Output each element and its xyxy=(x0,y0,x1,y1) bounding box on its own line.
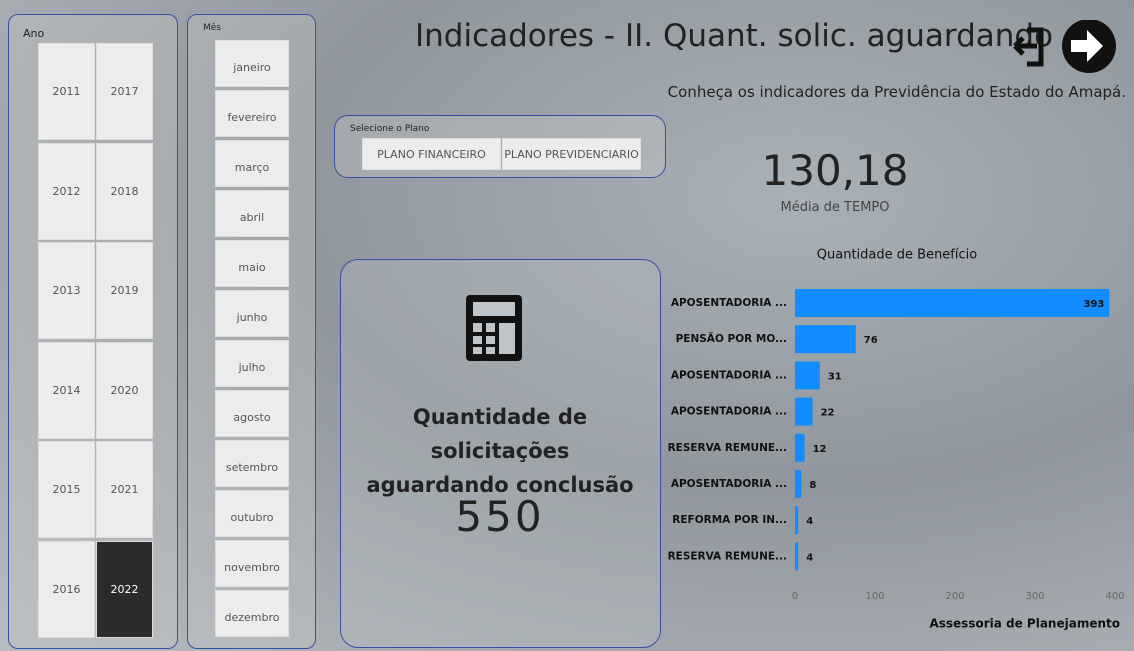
value-label: 12 xyxy=(813,444,827,455)
slicer-label: Ano xyxy=(23,27,44,40)
bar xyxy=(795,470,801,498)
value-label: 8 xyxy=(809,480,816,491)
x-tick-label: 400 xyxy=(1105,591,1124,602)
kpi-card: Quantidade de solicitações aguardando co… xyxy=(340,259,661,648)
category-label: RESERVA REMUNE... xyxy=(668,442,787,454)
category-label: APOSENTADORIA ... xyxy=(671,297,787,309)
category-label: APOSENTADORIA ... xyxy=(671,406,787,418)
year-button[interactable]: 2021 xyxy=(96,441,153,538)
month-button[interactable]: julho xyxy=(215,340,289,387)
kpi-value: 130,18 xyxy=(735,146,935,195)
month-button[interactable]: novembro xyxy=(215,540,289,587)
x-tick-label: 100 xyxy=(865,591,884,602)
kpi-label: Média de TEMPO xyxy=(735,200,935,215)
month-button[interactable]: setembro xyxy=(215,440,289,487)
year-button[interactable]: 2014 xyxy=(38,342,95,439)
category-label: APOSENTADORIA ... xyxy=(671,478,787,490)
category-label: REFORMA POR IN... xyxy=(672,514,787,526)
calculator-icon xyxy=(466,295,522,361)
year-button[interactable]: 2015 xyxy=(38,441,95,538)
year-button[interactable]: 2020 xyxy=(96,342,153,439)
month-button[interactable]: março xyxy=(215,140,289,187)
bar xyxy=(795,434,805,462)
bar xyxy=(795,506,798,534)
value-label: 393 xyxy=(1084,299,1105,310)
year-button[interactable]: 2016 xyxy=(38,541,95,638)
category-label: PENSÃO POR MO... xyxy=(676,332,787,345)
year-button[interactable]: 2012 xyxy=(38,143,95,240)
month-button[interactable]: dezembro xyxy=(215,590,289,637)
slicer-label: Mês xyxy=(203,23,221,33)
bar xyxy=(795,398,813,426)
month-button[interactable]: fevereiro xyxy=(215,90,289,137)
bar xyxy=(795,325,856,353)
month-button[interactable]: maio xyxy=(215,240,289,287)
x-tick-label: 300 xyxy=(1025,591,1044,602)
year-button[interactable]: 2022 xyxy=(96,541,153,638)
x-tick-label: 200 xyxy=(945,591,964,602)
page-title: Indicadores - II. Quant. solic. aguardan… xyxy=(415,18,1053,54)
plan-button[interactable]: PLANO FINANCEIRO xyxy=(362,138,501,170)
category-label: RESERVA REMUNE... xyxy=(668,550,787,562)
value-label: 31 xyxy=(828,371,842,382)
bar xyxy=(795,361,820,389)
year-button[interactable]: 2019 xyxy=(96,242,153,339)
value-label: 4 xyxy=(806,552,813,563)
year-button[interactable]: 2013 xyxy=(38,242,95,339)
kpi-card-label: Quantidade de solicitações xyxy=(341,400,659,468)
dashboard: Ano 201120172012201820132019201420202015… xyxy=(0,0,1134,651)
month-button[interactable]: outubro xyxy=(215,490,289,537)
year-button[interactable]: 2011 xyxy=(38,43,95,140)
slicer-label: Selecione o Plano xyxy=(350,124,429,134)
footer: Assessoria de Planejamento xyxy=(929,617,1120,631)
month-button[interactable]: agosto xyxy=(215,390,289,437)
month-button[interactable]: janeiro xyxy=(215,40,289,87)
kpi-card-value: 550 xyxy=(341,492,659,541)
category-label: APOSENTADORIA ... xyxy=(671,369,787,381)
bar xyxy=(795,289,1109,317)
year-button[interactable]: 2017 xyxy=(96,43,153,140)
value-label: 22 xyxy=(821,408,835,419)
chart-title: Quantidade de Benefício xyxy=(817,248,977,263)
year-button[interactable]: 2018 xyxy=(96,143,153,240)
month-button[interactable]: abril xyxy=(215,190,289,237)
bar xyxy=(795,542,798,570)
bar-chart: Quantidade de Benefício Assessoria de Pl… xyxy=(660,240,1134,640)
value-label: 76 xyxy=(864,335,878,346)
subtitle: Conheça os indicadores da Previdência do… xyxy=(668,83,1126,101)
exit-icon[interactable] xyxy=(1005,20,1120,76)
plan-button[interactable]: PLANO PREVIDENCIARIO xyxy=(502,138,641,170)
value-label: 4 xyxy=(806,516,813,527)
x-tick-label: 0 xyxy=(792,591,798,602)
month-button[interactable]: junho xyxy=(215,290,289,337)
